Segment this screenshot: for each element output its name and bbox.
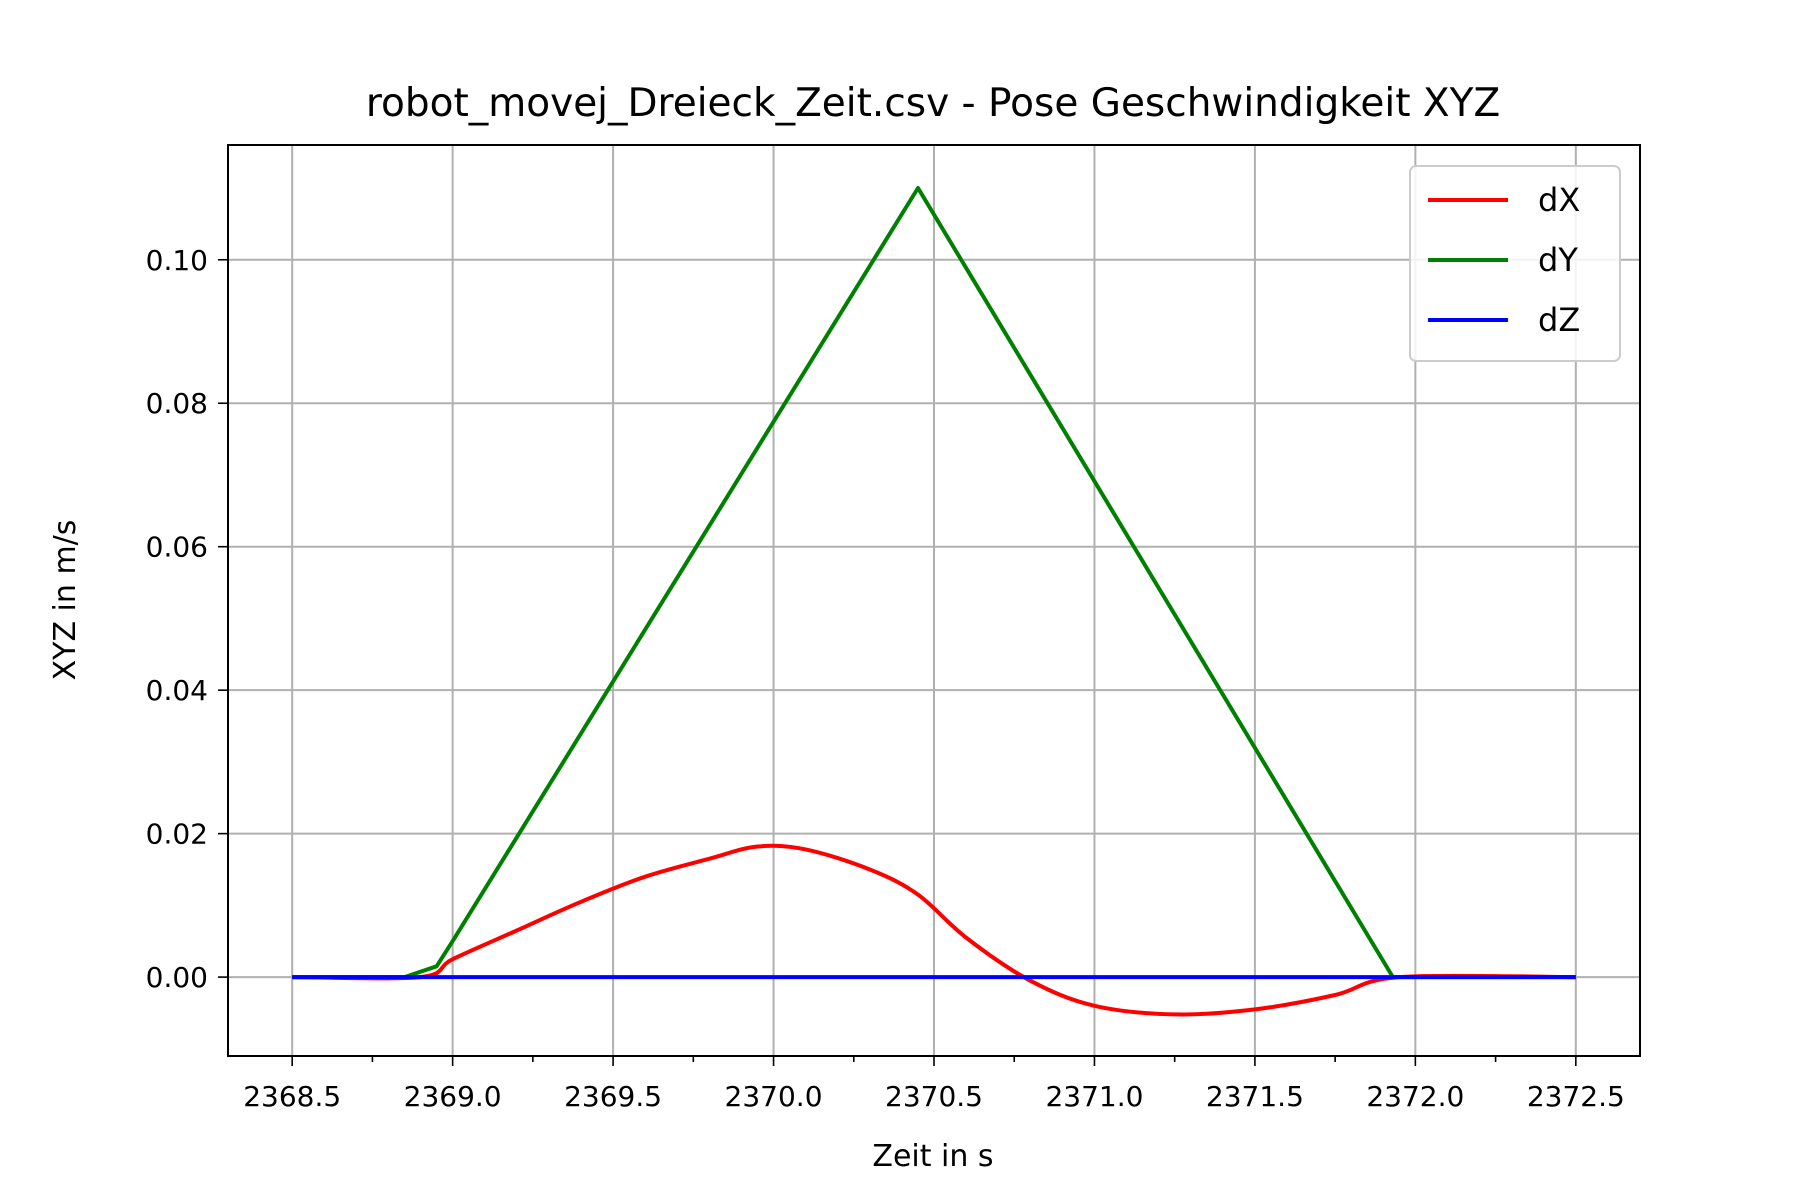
x-axis-label: Zeit in s (872, 1139, 993, 1174)
x-tick-label: 2371.0 (1045, 1080, 1143, 1113)
grid (228, 145, 1640, 1056)
x-tick-label: 2369.0 (404, 1080, 502, 1113)
y-tick-label: 0.10 (146, 244, 208, 277)
x-axis: 2368.5 2369.0 2369.5 2370.0 2370.5 2371.0 2371… (243, 1056, 1625, 1113)
y-tick-label: 0.02 (146, 818, 208, 851)
y-tick-label: 0.04 (146, 674, 208, 707)
y-tick-label: 0.06 (146, 531, 208, 564)
legend-label-dx: dX (1538, 181, 1580, 219)
y-tick-label: 0.00 (146, 961, 208, 994)
series-layer (292, 186, 1576, 1017)
legend-label-dy: dY (1538, 241, 1578, 279)
x-tick-label: 2372.0 (1366, 1080, 1464, 1113)
y-tick-label: 0.08 (146, 387, 208, 420)
x-tick-label: 2371.5 (1206, 1080, 1304, 1113)
x-tick-label: 2368.5 (243, 1080, 341, 1113)
y-axis: 0.00 0.02 0.04 0.06 0.08 0.10 (146, 244, 228, 994)
series-line-dx (292, 843, 1576, 1017)
x-tick-label: 2369.5 (564, 1080, 662, 1113)
legend: dX dY dZ (1409, 165, 1621, 362)
chart-title: robot_movej_Dreieck_Zeit.csv - Pose Gesc… (366, 81, 1500, 126)
y-axis-label: XYZ in m/s (48, 520, 83, 681)
x-tick-label: 2370.0 (725, 1080, 823, 1113)
x-tick-label: 2372.5 (1527, 1080, 1625, 1113)
legend-box (1409, 165, 1621, 362)
legend-label-dz: dZ (1538, 301, 1580, 339)
x-tick-label: 2370.5 (885, 1080, 983, 1113)
